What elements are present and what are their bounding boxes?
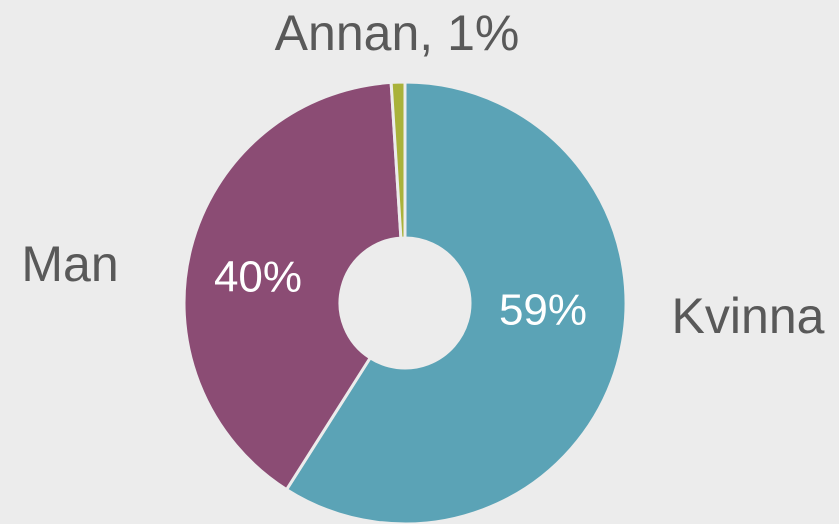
category-label: Kvinna (672, 288, 825, 344)
slice (182, 80, 403, 492)
category-label: Man (21, 236, 118, 292)
donut (182, 80, 628, 524)
slice (389, 80, 407, 240)
value-label: 59% (499, 286, 587, 335)
category-label: Annan (275, 5, 420, 61)
slice (284, 80, 628, 524)
annan-label: Annan, 1% (275, 5, 520, 61)
value-label: 40% (214, 253, 302, 302)
separator: , (419, 5, 447, 61)
value-label: 1% (447, 5, 519, 61)
